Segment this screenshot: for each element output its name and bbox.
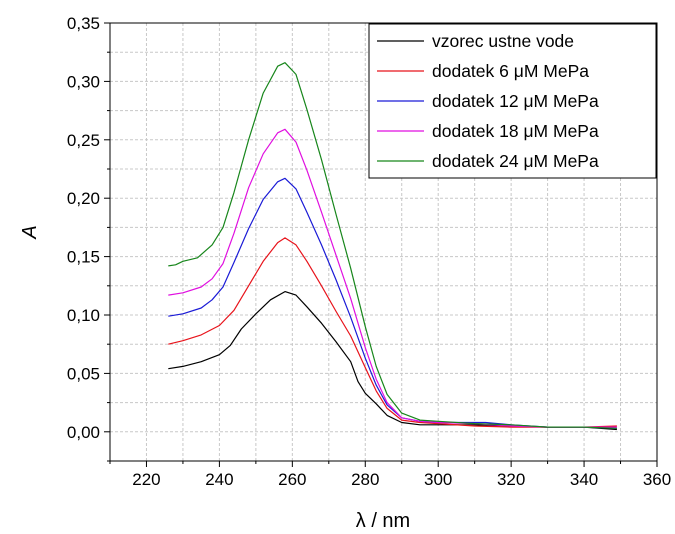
legend-label-5: dodatek 24 μM MePa bbox=[432, 151, 599, 171]
series-group bbox=[168, 62, 617, 431]
x-tick-label: 240 bbox=[205, 470, 233, 489]
x-tick-label: 340 bbox=[570, 470, 598, 489]
y-tick-label: 0,30 bbox=[67, 72, 100, 91]
series-line-1 bbox=[168, 291, 617, 431]
y-axis-title: A bbox=[19, 225, 41, 239]
x-tick-label: 360 bbox=[643, 470, 671, 489]
x-tick-label: 220 bbox=[132, 470, 160, 489]
legend-label-3: dodatek 12 μM MePa bbox=[432, 91, 599, 111]
y-tick-label: 0,15 bbox=[67, 248, 100, 267]
series-line-3 bbox=[168, 177, 617, 429]
legend-label-2: dodatek 6 μM MePa bbox=[432, 61, 589, 81]
y-tick-label: 0,00 bbox=[67, 423, 100, 442]
x-tick-label: 320 bbox=[497, 470, 525, 489]
y-tick-label: 0,20 bbox=[67, 189, 100, 208]
y-tick-label: 0,35 bbox=[67, 14, 100, 33]
legend: vzorec ustne vode dodatek 6 μM MePa dodate… bbox=[368, 23, 657, 179]
y-tick-label: 0,05 bbox=[67, 364, 100, 383]
x-tick-label: 280 bbox=[351, 470, 379, 489]
x-tick-label: 260 bbox=[278, 470, 306, 489]
x-tick-label: 300 bbox=[424, 470, 452, 489]
ticks bbox=[104, 22, 658, 467]
y-tick-label: 0,25 bbox=[67, 131, 100, 150]
tick-labels: 220 240 260 280 300 320 340 360 0,00 0,05 0,10 0,15… bbox=[67, 14, 671, 489]
x-axis-title: λ / nm bbox=[356, 510, 410, 532]
y-tick-label: 0,10 bbox=[67, 306, 100, 325]
legend-label-1: vzorec ustne vode bbox=[432, 31, 574, 51]
series-line-5 bbox=[168, 62, 617, 429]
legend-box bbox=[368, 23, 657, 179]
series-line-2 bbox=[168, 237, 617, 428]
plot-frame bbox=[109, 22, 658, 462]
legend-label-4: dodatek 18 μM MePa bbox=[432, 121, 599, 141]
